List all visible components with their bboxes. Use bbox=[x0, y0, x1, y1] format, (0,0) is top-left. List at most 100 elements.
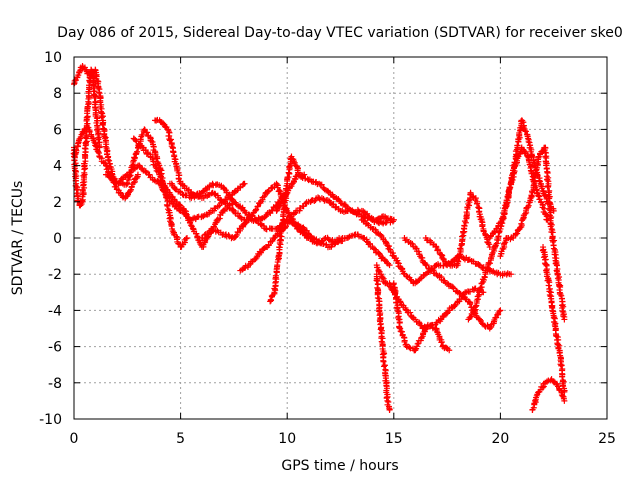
data-point bbox=[257, 220, 264, 227]
data-point bbox=[374, 280, 381, 287]
data-point bbox=[477, 284, 484, 291]
data-point bbox=[560, 312, 567, 319]
data-point bbox=[485, 241, 492, 248]
data-point bbox=[522, 128, 529, 135]
data-point bbox=[148, 137, 155, 144]
data-point bbox=[170, 149, 177, 156]
data-point bbox=[187, 222, 194, 229]
y-axis-title: SDTVAR / TECUs bbox=[10, 181, 26, 296]
data-point bbox=[544, 378, 551, 385]
data-point bbox=[467, 301, 474, 308]
data-point bbox=[284, 174, 291, 181]
data-point bbox=[414, 340, 421, 347]
data-point bbox=[398, 328, 405, 335]
data-point bbox=[146, 171, 153, 178]
data-point bbox=[374, 295, 381, 302]
data-point bbox=[379, 274, 386, 281]
data-point bbox=[561, 316, 568, 323]
data-point bbox=[96, 90, 103, 97]
data-point bbox=[364, 210, 371, 217]
data-point bbox=[366, 240, 373, 247]
data-point bbox=[377, 326, 384, 333]
data-point bbox=[91, 95, 98, 102]
data-point bbox=[535, 389, 542, 396]
x-tick-label: 5 bbox=[176, 431, 185, 447]
axis-ticks bbox=[73, 56, 608, 420]
data-point bbox=[450, 284, 457, 291]
data-point bbox=[99, 122, 106, 129]
y-tick-labels: -10 -8 -6 -4 -2 0 2 4 6 8 10 bbox=[39, 50, 62, 428]
data-point bbox=[274, 207, 281, 214]
data-point bbox=[237, 214, 244, 221]
data-point bbox=[522, 210, 529, 217]
data-point bbox=[517, 149, 524, 156]
data-point bbox=[276, 225, 283, 232]
data-point bbox=[248, 213, 255, 220]
data-point bbox=[378, 255, 385, 262]
y-tick-label: -8 bbox=[48, 376, 62, 392]
data-point bbox=[249, 212, 256, 219]
data-point bbox=[95, 136, 102, 143]
data-point bbox=[185, 186, 192, 193]
data-point bbox=[496, 308, 503, 315]
data-point bbox=[78, 131, 85, 138]
data-point bbox=[544, 184, 551, 191]
data-point bbox=[144, 129, 151, 136]
data-point bbox=[164, 206, 171, 213]
data-point bbox=[331, 241, 338, 248]
series-arc-16 bbox=[373, 271, 393, 413]
y-tick-label: -4 bbox=[48, 303, 62, 319]
y-tick-label: 8 bbox=[53, 86, 62, 102]
series-arc-12 bbox=[273, 171, 397, 224]
data-point bbox=[71, 77, 78, 84]
data-point bbox=[294, 171, 301, 178]
data-point bbox=[254, 203, 261, 210]
data-point bbox=[382, 213, 389, 220]
data-point bbox=[130, 179, 137, 186]
data-point bbox=[535, 193, 542, 200]
data-point bbox=[375, 267, 382, 274]
data-point bbox=[197, 240, 204, 247]
data-point bbox=[391, 291, 398, 298]
data-point bbox=[285, 169, 292, 176]
data-point bbox=[80, 179, 87, 186]
data-point bbox=[549, 307, 556, 314]
y-tick-label: -10 bbox=[39, 412, 62, 428]
data-point bbox=[386, 406, 393, 413]
data-point bbox=[267, 296, 274, 303]
series-arc-17 bbox=[390, 280, 453, 354]
data-point bbox=[501, 240, 508, 247]
data-point bbox=[514, 154, 521, 161]
data-point bbox=[81, 145, 88, 152]
data-point bbox=[263, 226, 270, 233]
data-point bbox=[514, 142, 521, 149]
data-point bbox=[474, 200, 481, 207]
data-point bbox=[560, 303, 567, 310]
series-arc-24 bbox=[539, 244, 568, 395]
data-point bbox=[508, 271, 515, 278]
data-point bbox=[386, 262, 393, 269]
data-point bbox=[160, 180, 167, 187]
x-tick-label: 25 bbox=[598, 431, 616, 447]
data-point bbox=[142, 168, 149, 175]
series-arc-13 bbox=[275, 216, 393, 269]
data-point bbox=[486, 260, 493, 267]
data-point bbox=[199, 234, 206, 241]
data-point bbox=[183, 235, 190, 241]
data-point bbox=[225, 232, 232, 239]
data-point bbox=[220, 207, 227, 214]
data-point bbox=[164, 195, 171, 202]
data-point bbox=[561, 397, 568, 404]
data-point bbox=[242, 220, 249, 227]
data-point bbox=[409, 240, 416, 247]
data-point bbox=[282, 192, 289, 199]
data-point bbox=[561, 388, 568, 395]
data-point bbox=[525, 138, 532, 145]
data-point bbox=[200, 213, 207, 220]
x-tick-label: 15 bbox=[385, 431, 403, 447]
data-point bbox=[418, 334, 425, 341]
data-point bbox=[182, 210, 189, 217]
series-arc-6 bbox=[130, 135, 237, 251]
data-point bbox=[133, 174, 140, 181]
